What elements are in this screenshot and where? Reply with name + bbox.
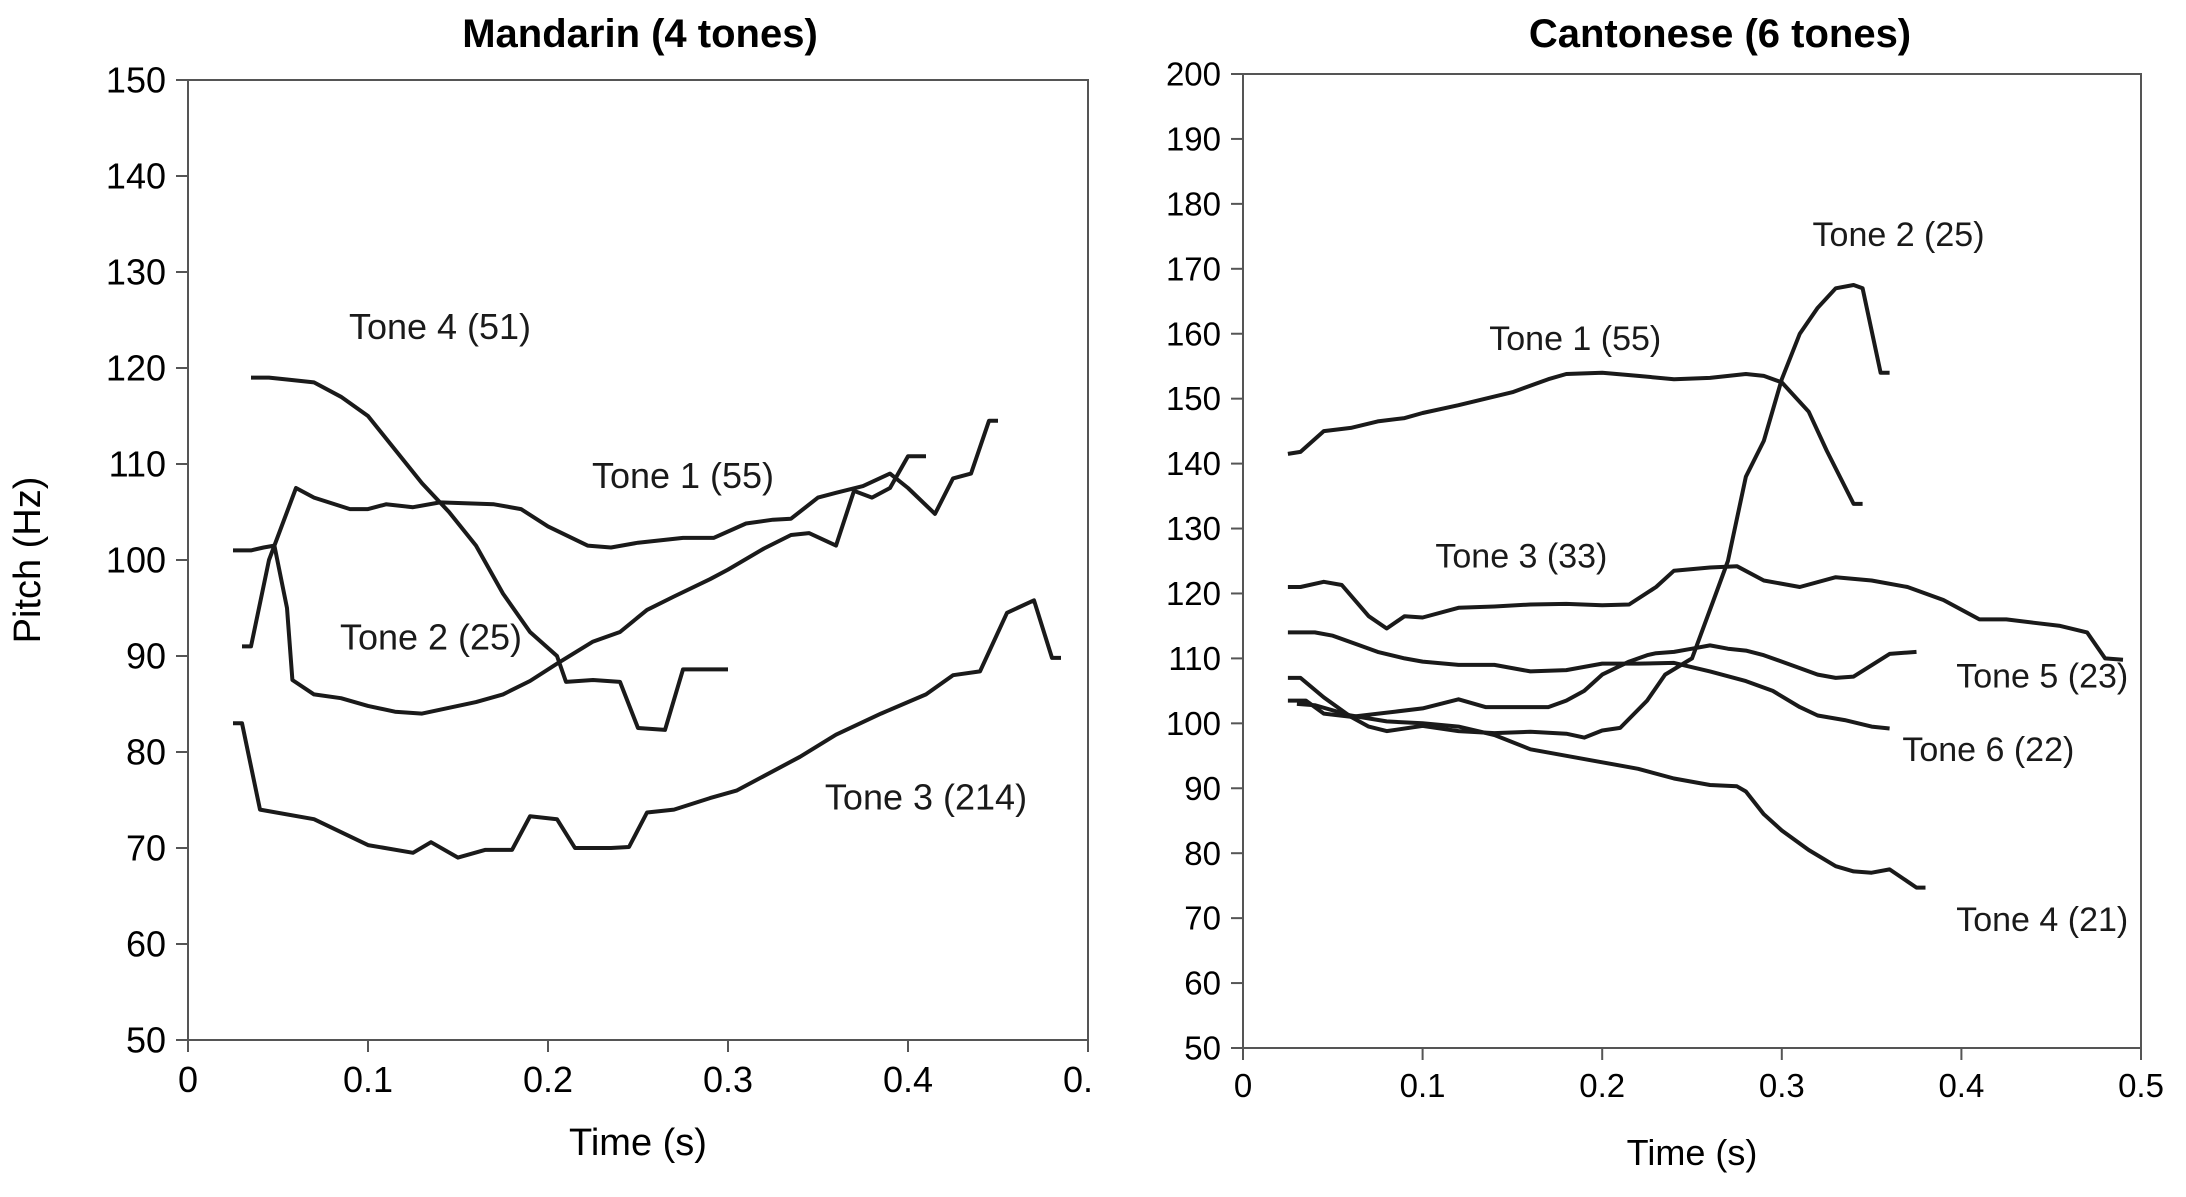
y-tick-label: 70 [1184, 900, 1221, 937]
x-axis-label: Time (s) [1627, 1132, 1758, 1173]
x-tick-label: 0.4 [883, 1059, 933, 1100]
y-tick-label: 170 [1166, 250, 1221, 287]
series-line-tone-4-21 [1296, 701, 1926, 890]
x-tick-label: 0 [1234, 1067, 1252, 1104]
series-label-tone-4-21: Tone 4 (21) [1956, 901, 2128, 939]
series-line-tone-2-25 [233, 454, 926, 716]
x-tick-label: 0.1 [1400, 1067, 1446, 1104]
y-tick-label: 90 [126, 636, 166, 677]
x-tick-label: 0.2 [1579, 1067, 1625, 1104]
chart-title-cantonese: Cantonese (6 tones) [1528, 12, 1912, 56]
series-line-tone-3-33 [1287, 564, 2124, 662]
y-tick-label: 110 [1168, 640, 1221, 677]
series-line-tone-2-25 [1287, 283, 1890, 740]
series-label-tone-5-23: Tone 5 (23) [1956, 658, 2128, 696]
x-tick-label: 0.5 [2118, 1067, 2164, 1104]
chart-title-mandarin: Mandarin (4 tones) [462, 12, 818, 56]
y-tick-label: 200 [1166, 56, 1221, 93]
x-tick-label: 0.4 [1938, 1067, 1984, 1104]
x-tick-label: 0.3 [1759, 1067, 1805, 1104]
y-tick-label: 60 [126, 924, 166, 965]
y-tick-label: 160 [1166, 315, 1221, 352]
y-tick-label: 100 [106, 540, 166, 581]
plot-area-frame [187, 79, 1089, 1041]
series-line-tone-6-22 [1287, 630, 1890, 731]
y-tick-label: 140 [1166, 445, 1221, 482]
y-tick-label: 190 [1166, 120, 1221, 157]
y-tick-label: 50 [126, 1020, 166, 1061]
series-label-tone-6-22: Tone 6 (22) [1902, 731, 2074, 769]
x-tick-label: 0.5 [1063, 1059, 1093, 1100]
y-tick-label: 180 [1166, 185, 1221, 222]
y-tick-label: 130 [106, 252, 166, 293]
series-label-tone-2-25: Tone 2 (25) [1813, 216, 1985, 254]
y-tick-label: 80 [126, 732, 166, 773]
series-line-tone-4-51 [251, 375, 728, 732]
series-label-tone-1-55: Tone 1 (55) [1489, 320, 1661, 358]
y-tick-label: 90 [1184, 770, 1221, 807]
series-label-tone-4-51: Tone 4 (51) [349, 306, 531, 347]
mandarin-pitch-chart: 50 60 70 80 90 100 110 120 130 140 150 0 0.1 0.2 0.3 0.… [7, 60, 1093, 1164]
series-label-tone-1-55: Tone 1 (55) [592, 455, 774, 496]
x-tick-label: 0.1 [343, 1059, 393, 1100]
y-tick-label: 50 [1184, 1030, 1221, 1067]
y-tick-label: 150 [106, 60, 166, 101]
series-label-tone-3-33: Tone 3 (33) [1435, 537, 1607, 575]
y-tick-label: 120 [106, 348, 166, 389]
y-tick-label: 130 [1166, 510, 1221, 547]
cantonese-pitch-chart: 50 60 70 80 90 100 110 120 130 140 150 160 170 180 190… [1166, 56, 2164, 1173]
y-axis-label: Pitch (Hz) [7, 477, 49, 644]
y-tick-label: 120 [1166, 575, 1221, 612]
x-axis-label: Time (s) [569, 1122, 707, 1164]
series-line-tone-1-55 [1287, 370, 1863, 506]
y-tick-label: 60 [1184, 965, 1221, 1002]
y-tick-label: 100 [1166, 705, 1221, 742]
x-tick-label: 0.3 [703, 1059, 753, 1100]
x-tick-label: 0 [178, 1059, 198, 1100]
x-tick-label: 0.2 [523, 1059, 573, 1100]
plot-area-frame [1242, 73, 2142, 1049]
y-tick-label: 140 [106, 156, 166, 197]
y-tick-label: 150 [1166, 380, 1221, 417]
series-line-tone-3-214 [233, 598, 1061, 860]
series-line-tone-1-55 [242, 418, 998, 649]
y-tick-label: 80 [1184, 835, 1221, 872]
series-line-tone-5-23 [1287, 643, 1917, 719]
y-tick-label: 110 [109, 444, 166, 485]
series-label-tone-3-214: Tone 3 (214) [825, 777, 1027, 818]
series-label-tone-2-25: Tone 2 (25) [340, 616, 522, 657]
y-tick-label: 70 [126, 828, 166, 869]
